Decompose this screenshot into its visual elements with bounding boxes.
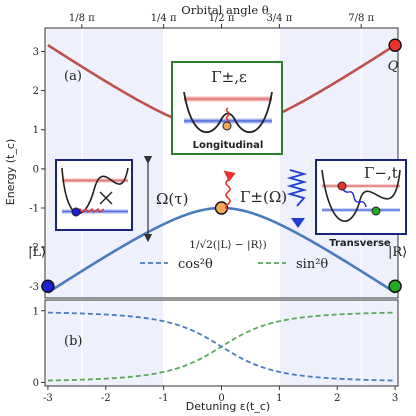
y-axis-label: Energy (t_c)	[4, 139, 17, 205]
marker-label-Q: Q	[388, 59, 399, 74]
y-tick-label-1: -2	[29, 243, 39, 254]
state-marker-2	[388, 38, 402, 52]
x-tick-label-0: -3	[43, 393, 53, 404]
state-markers	[41, 38, 402, 293]
x-tick-label-5: 2	[334, 393, 340, 404]
gamma-omega-label: Γ±(Ω)	[240, 188, 287, 206]
state-marker-1	[388, 279, 402, 293]
transverse-inset: Γ−,t Transverse	[315, 159, 407, 249]
legend-cos-label: cos²θ	[178, 257, 213, 272]
panel-a-label: (a)	[64, 69, 82, 84]
y-tick-label-3: 0	[33, 164, 39, 175]
x-tick-label-6: 3	[392, 393, 398, 404]
top-tick-label-0: 1/8 π	[69, 13, 95, 24]
x-tick-label-2: -1	[159, 393, 169, 404]
state-marker-0	[41, 279, 55, 293]
tunneling-inset	[55, 159, 133, 231]
y-tick-label-0: -3	[29, 282, 39, 293]
x-tick-label-1: -2	[101, 393, 111, 404]
top-tick-label-3: 3/4 π	[266, 13, 292, 24]
occupation-curves	[47, 311, 396, 382]
longitudinal-inset: Γ±,ε Longitudinal	[171, 61, 283, 155]
top-axis-ticks: 1/8 π 1/4 π 1/2 π 3/4 π 7/8 π	[69, 13, 375, 28]
transverse-caption: Transverse	[329, 238, 391, 249]
panel-b-label: (b)	[64, 334, 82, 349]
top-tick-label-2: 1/2 π	[209, 13, 235, 24]
x-axis-label: Detuning ε(t_c)	[186, 400, 270, 413]
legend-sin-label: sin²θ	[296, 257, 328, 272]
y-tick-label-4: 1	[33, 125, 39, 136]
top-tick-label-4: 7/8 π	[348, 13, 374, 24]
transverse-arrowhead	[291, 218, 305, 228]
omega-tau-label: Ω(τ)	[156, 190, 188, 208]
center-wavy-arrow	[223, 170, 236, 211]
b-y-tick-label-1: 1	[33, 306, 39, 317]
transverse-wavy-arrow	[286, 169, 308, 207]
top-tick-label-1: 1/4 π	[151, 13, 177, 24]
b-y-tick-label-0: 0	[33, 378, 39, 389]
transverse-title: Γ−,t	[364, 164, 398, 182]
x-tick-label-3: 0	[218, 393, 224, 404]
panel-b: 01 (b) -3 -2 -1 0 1 2 3 Detuning ε(t_c)	[33, 299, 399, 413]
state-marker-3	[214, 201, 229, 215]
panel-b-y-ticks: 01	[33, 306, 45, 389]
marker-label-L: |L⟩	[28, 245, 46, 260]
occupation-curve-1	[47, 311, 396, 382]
x-axis-ticks: -3 -2 -1 0 1 2 3	[43, 386, 398, 404]
marker-label-R: |R⟩	[388, 245, 407, 260]
longitudinal-title: Γ±,ε	[211, 68, 247, 86]
longitudinal-caption: Longitudinal	[193, 140, 264, 151]
y-tick-label-2: -1	[29, 204, 39, 215]
y-tick-label-5: 2	[33, 86, 39, 97]
marker-label-superposition: 1/√2(|L⟩ − |R⟩)	[189, 239, 266, 252]
top-axis-label: Orbital angle θ	[181, 3, 269, 17]
x-tick-label-4: 1	[276, 393, 282, 404]
y-tick-label-6: 3	[33, 47, 39, 58]
